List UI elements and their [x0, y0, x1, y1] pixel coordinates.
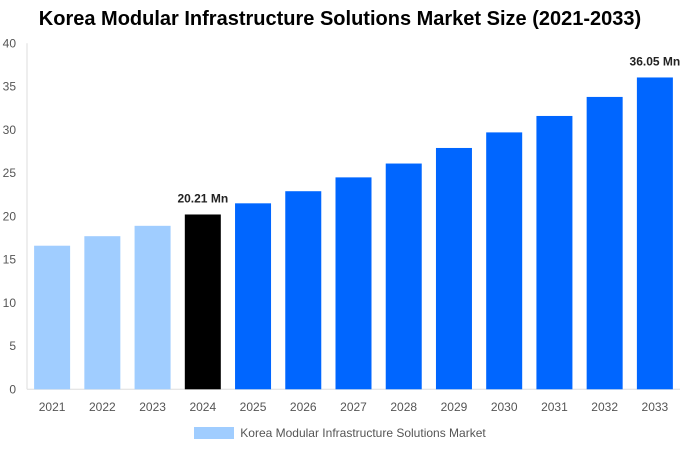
bar-2027	[335, 177, 372, 390]
y-tick-label: 20	[3, 209, 17, 223]
data-label-2033: 36.05 Mn	[630, 54, 680, 68]
x-tick-label: 2032	[591, 400, 618, 414]
bar-2026	[285, 191, 322, 390]
bar-2023	[134, 225, 171, 390]
x-tick-label: 2030	[491, 400, 518, 414]
x-tick-label: 2025	[240, 400, 267, 414]
chart-title: Korea Modular Infrastructure Solutions M…	[38, 8, 642, 30]
x-tick-label: 2023	[139, 400, 166, 414]
legend-label: Korea Modular Infrastructure Solutions M…	[240, 426, 486, 440]
y-tick-label: 40	[3, 36, 17, 50]
y-tick-label: 25	[3, 166, 17, 180]
x-tick-label: 2024	[189, 400, 216, 414]
x-tick-label: 2021	[39, 400, 66, 414]
x-tick-label: 2031	[541, 400, 568, 414]
bar-2021	[34, 245, 71, 390]
y-tick-label: 35	[3, 80, 17, 94]
y-tick-label: 15	[3, 253, 17, 267]
y-tick-label: 30	[3, 123, 17, 137]
y-tick-label: 0	[9, 382, 16, 396]
x-tick-label: 2022	[89, 400, 116, 414]
bar-2028	[385, 163, 422, 390]
y-tick-label: 5	[9, 339, 16, 353]
legend: Korea Modular Infrastructure Solutions M…	[0, 426, 680, 440]
bar-2033	[636, 77, 673, 390]
bar-2031	[536, 115, 573, 390]
bar-2032	[586, 96, 623, 390]
x-tick-label: 2029	[441, 400, 468, 414]
x-tick-label: 2026	[290, 400, 317, 414]
x-tick-label: 2027	[340, 400, 367, 414]
bar-2022	[84, 236, 121, 390]
bar-2030	[486, 132, 523, 390]
legend-swatch	[194, 427, 235, 439]
x-tick-label: 2033	[642, 400, 669, 414]
data-label-2024: 20.21 Mn	[177, 191, 228, 205]
bar-2024	[184, 214, 221, 390]
bar-2025	[235, 203, 272, 390]
bar-2029	[435, 147, 472, 390]
x-tick-label: 2028	[390, 400, 417, 414]
y-tick-label: 10	[3, 296, 17, 310]
